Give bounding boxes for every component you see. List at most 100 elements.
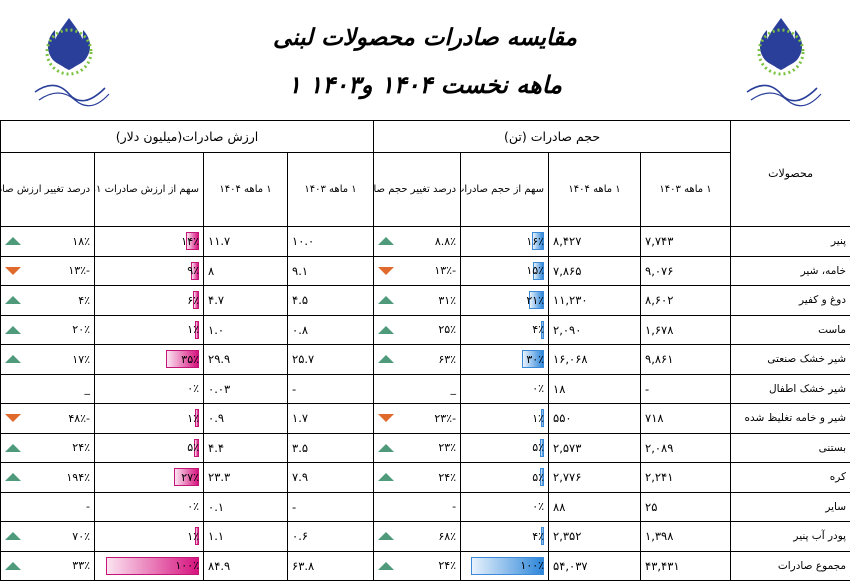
value-1404: ۰.۰۳ <box>203 373 289 404</box>
volume-1404-header: ۱ ماهه ۱۴۰۴ <box>548 152 642 227</box>
product-name: دوغ و کفیر <box>730 285 850 316</box>
share-label: ۵٪ <box>187 441 200 455</box>
volume-change: ۶۸٪ <box>373 521 462 552</box>
volume-1404: ۲,۳۵۲ <box>548 521 642 552</box>
volume-change: - <box>373 491 462 522</box>
change-value: ۲۰٪ <box>72 323 91 337</box>
change-value: _ <box>450 382 457 396</box>
value-1404: ۱۱.۷ <box>203 226 289 257</box>
share-label: ۶٪ <box>187 293 200 307</box>
volume-1404: ۱۱,۲۳۰ <box>548 285 642 316</box>
share-bar <box>194 438 200 457</box>
product-name: شیر و خامه تغلیظ شده <box>730 403 850 434</box>
volume-1404: ۵۴,۰۳۷ <box>548 550 642 581</box>
share-label: ۱۰۰٪ <box>520 559 545 573</box>
volume-change: ۲۴٪ <box>373 462 462 493</box>
share-label: ۵٪ <box>532 470 545 484</box>
up-triangle-icon <box>378 237 395 246</box>
value-1403: ۳.۵ <box>287 432 375 463</box>
value-1403: ۷.۹ <box>287 462 375 493</box>
share-bar <box>522 350 545 369</box>
change-value: ۲۴٪ <box>72 441 91 455</box>
value-1404: ۰.۹ <box>203 403 289 434</box>
value-1404: ۴.۴ <box>203 432 289 463</box>
table-row: کره ۲,۲۴۱ ۲,۷۷۶ ۵٪ ۲۴٪ ۷.۹ ۲۳.۳ ۲۷٪ ۱۹۴٪ <box>0 462 850 493</box>
change-value: -۲۳٪ <box>434 411 457 425</box>
share-label: ۳۵٪ <box>181 352 200 366</box>
volume-1404: ۲,۷۷۶ <box>548 462 642 493</box>
share-label: ۲۷٪ <box>181 470 200 484</box>
volume-1403: ۴۳,۴۳۱ <box>640 550 732 581</box>
share-bar <box>528 291 545 310</box>
change-value: ۱۷٪ <box>72 352 91 366</box>
share-label: ۱٪ <box>187 411 200 425</box>
volume-share: ۵٪ <box>460 462 550 493</box>
value-share: ۱٪ <box>94 521 205 552</box>
share-bar <box>533 261 545 280</box>
share-label: ۵٪ <box>532 441 545 455</box>
table-row: بستنی ۲,۰۸۹ ۲,۵۷۳ ۵٪ ۲۳٪ ۳.۵ ۴.۴ ۵٪ ۲۴٪ <box>0 432 850 463</box>
volume-1403: ۱,۳۹۸ <box>640 521 732 552</box>
value-group-header: ارزش صادرات(میلیون دلار) <box>0 120 375 153</box>
volume-1403: ۷,۷۴۳ <box>640 226 732 257</box>
change-value: -۱۳٪ <box>434 264 457 278</box>
share-bar <box>540 468 545 487</box>
share-bar <box>195 320 200 339</box>
value-1404: ۰.۱ <box>203 491 289 522</box>
up-triangle-icon <box>5 532 21 541</box>
share-bar <box>106 556 200 575</box>
volume-change: ۲۳٪ <box>373 432 462 463</box>
down-triangle-icon <box>5 414 21 423</box>
table-row: شیر خشک صنعتی ۹,۸۶۱ ۱۶,۰۶۸ ۳۰٪ ۶۳٪ ۲۵.۷ ۲۹.۹ ۳۵… <box>0 344 850 375</box>
volume-share: ۴٪ <box>460 314 550 345</box>
change-value: ۲۳٪ <box>438 441 457 455</box>
up-triangle-icon <box>5 561 21 570</box>
share-bar <box>532 232 545 251</box>
share-bar <box>166 350 200 369</box>
value-1404: ۲۳.۳ <box>203 462 289 493</box>
change-value: ۴٪ <box>78 293 91 307</box>
change-value: -۴۸٪ <box>68 411 91 425</box>
product-column-header: محصولات <box>730 120 850 227</box>
product-name: خامه، شیر <box>730 255 850 286</box>
volume-share: ۱۰۰٪ <box>460 550 550 581</box>
volume-change: ۲۵٪ <box>373 314 462 345</box>
down-triangle-icon <box>378 414 395 423</box>
volume-1403: ۹,۰۷۶ <box>640 255 732 286</box>
up-triangle-icon <box>5 473 21 482</box>
up-triangle-icon <box>5 325 21 334</box>
product-name: کره <box>730 462 850 493</box>
share-bar <box>195 527 200 546</box>
volume-1403: ۱,۶۷۸ <box>640 314 732 345</box>
value-1403: ۶۳.۸ <box>287 550 375 581</box>
product-name: ماست <box>730 314 850 345</box>
share-bar <box>193 291 200 310</box>
volume-1403-header: ۱ ماهه ۱۴۰۳ <box>640 152 732 227</box>
share-label: ۱٪ <box>532 411 545 425</box>
table-row: مجموع صادرات ۴۳,۴۳۱ ۵۴,۰۳۷ ۱۰۰٪ ۲۴٪ ۶۳.۸ ۸۴.۹ ۱… <box>0 550 850 581</box>
up-triangle-icon <box>378 473 395 482</box>
volume-change: _ <box>373 373 462 404</box>
value-share: ۲۷٪ <box>94 462 205 493</box>
value-change: ۷۰٪ <box>0 521 96 552</box>
share-bar <box>540 320 545 339</box>
change-value: - <box>86 500 91 514</box>
value-1403-header: ۱ ماهه ۱۴۰۳ <box>287 152 375 227</box>
volume-1404: ۲,۰۹۰ <box>548 314 642 345</box>
volume-1403: ۸,۶۰۲ <box>640 285 732 316</box>
value-share: ۶٪ <box>94 285 205 316</box>
change-value: ۳۳٪ <box>72 559 91 573</box>
value-change: ۲۴٪ <box>0 432 96 463</box>
volume-share: ۴٪ <box>460 521 550 552</box>
value-share: ۵٪ <box>94 432 205 463</box>
table-row: سایر ۲۵ ۸۸ ۰٪ - -۰.۱ ۰٪ - <box>0 491 850 522</box>
volume-1403: ۷۱۸ <box>640 403 732 434</box>
value-1404: ۴.۷ <box>203 285 289 316</box>
value-change: -۱۳٪ <box>0 255 96 286</box>
up-triangle-icon <box>378 443 395 452</box>
logo-flame-icon <box>45 18 93 76</box>
share-bar <box>540 527 545 546</box>
share-label: ۰٪ <box>532 382 545 396</box>
